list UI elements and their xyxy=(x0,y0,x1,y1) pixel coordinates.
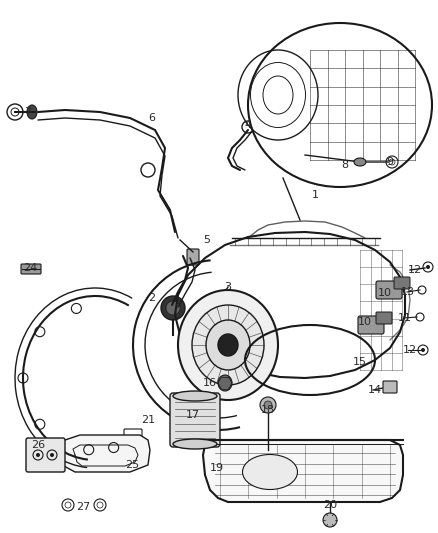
Polygon shape xyxy=(60,435,150,472)
Text: 24: 24 xyxy=(23,263,37,273)
Ellipse shape xyxy=(27,105,37,119)
FancyBboxPatch shape xyxy=(21,264,41,274)
Text: 1: 1 xyxy=(311,190,318,200)
Text: 18: 18 xyxy=(261,405,275,415)
Ellipse shape xyxy=(206,320,250,370)
FancyBboxPatch shape xyxy=(383,381,397,393)
FancyBboxPatch shape xyxy=(187,249,199,265)
Text: 12: 12 xyxy=(403,345,417,355)
FancyBboxPatch shape xyxy=(358,316,384,334)
Text: 8: 8 xyxy=(342,160,349,170)
Ellipse shape xyxy=(173,439,217,449)
FancyBboxPatch shape xyxy=(376,281,402,299)
Ellipse shape xyxy=(218,375,232,391)
Text: 20: 20 xyxy=(323,500,337,510)
Circle shape xyxy=(50,453,54,457)
Ellipse shape xyxy=(192,305,264,385)
Ellipse shape xyxy=(173,391,217,401)
Ellipse shape xyxy=(354,158,366,166)
Text: 4: 4 xyxy=(244,120,251,130)
Circle shape xyxy=(36,453,40,457)
Text: 19: 19 xyxy=(210,463,224,473)
Text: 6: 6 xyxy=(148,113,155,123)
Circle shape xyxy=(264,401,272,409)
Text: 15: 15 xyxy=(353,357,367,367)
Text: 27: 27 xyxy=(76,502,90,512)
Text: 10: 10 xyxy=(378,288,392,298)
Text: 21: 21 xyxy=(141,415,155,425)
Text: 16: 16 xyxy=(203,378,217,388)
Text: 14: 14 xyxy=(368,385,382,395)
Ellipse shape xyxy=(178,290,278,400)
Text: 11: 11 xyxy=(398,313,412,323)
Text: 17: 17 xyxy=(186,410,200,420)
Circle shape xyxy=(421,348,425,352)
Circle shape xyxy=(166,301,180,315)
Text: 13: 13 xyxy=(401,287,415,297)
Polygon shape xyxy=(203,440,403,502)
Text: 25: 25 xyxy=(125,460,139,470)
Text: 3: 3 xyxy=(225,282,232,292)
Circle shape xyxy=(161,296,185,320)
FancyBboxPatch shape xyxy=(26,438,65,472)
Text: 9: 9 xyxy=(386,157,394,167)
Circle shape xyxy=(260,397,276,413)
Text: 2: 2 xyxy=(148,293,155,303)
FancyBboxPatch shape xyxy=(376,312,392,324)
Ellipse shape xyxy=(218,334,238,356)
Ellipse shape xyxy=(243,455,297,489)
Text: 26: 26 xyxy=(31,440,45,450)
Text: 12: 12 xyxy=(408,265,422,275)
Text: 10: 10 xyxy=(358,317,372,327)
Circle shape xyxy=(323,513,337,527)
FancyBboxPatch shape xyxy=(394,277,410,289)
Ellipse shape xyxy=(248,23,432,187)
Text: 7: 7 xyxy=(25,107,32,117)
Text: 5: 5 xyxy=(204,235,211,245)
Circle shape xyxy=(426,265,430,269)
FancyBboxPatch shape xyxy=(170,393,220,447)
